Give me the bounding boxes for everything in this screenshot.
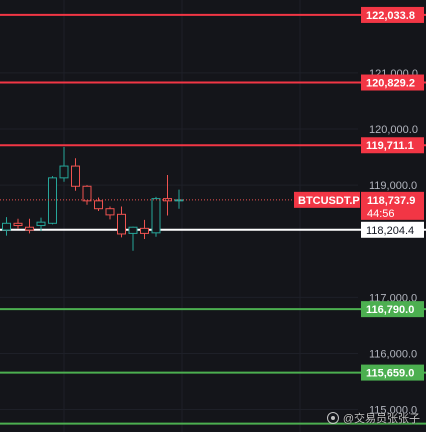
- level-label-box-support: [361, 301, 424, 318]
- price-tick-label: 120,000.0: [369, 124, 418, 136]
- countdown-label: 44:56: [367, 208, 395, 220]
- candle-body-down: [71, 165, 80, 187]
- level-label-resistance: 119,711.1: [366, 140, 414, 152]
- candle-body-down: [140, 227, 149, 234]
- price-levels: 122,033.8 120,829.2 119,711.1 118,204.4 116,…: [0, 6, 426, 425]
- level-label-support: 116,790.0: [366, 304, 414, 316]
- symbol-label-box: [294, 191, 360, 208]
- pivot-label: 118,204.4: [366, 225, 414, 237]
- candle-body-down: [117, 213, 126, 235]
- level-label-resistance: 122,033.8: [366, 10, 415, 22]
- level-label-box-support: [361, 364, 424, 381]
- candle-body-up: [36, 221, 46, 227]
- candle-body-down: [82, 185, 92, 202]
- candle-body-down: [94, 200, 103, 210]
- current-price-box: [361, 191, 424, 220]
- candle-body-down: [163, 198, 172, 202]
- candle-body-up: [59, 165, 69, 179]
- candle-body-up: [48, 177, 57, 224]
- candle-body-down: [13, 222, 23, 227]
- candle-body-down: [105, 208, 115, 216]
- candle-body-up: [128, 226, 138, 234]
- level-label-support: 115,659.0: [366, 368, 414, 380]
- candle-body-up: [174, 199, 184, 202]
- pivot-label-box: [361, 221, 424, 238]
- level-label-resistance: 120,829.2: [366, 78, 415, 90]
- symbol-label: BTCUSDT.P: [298, 195, 360, 207]
- candlesticks: [2, 146, 184, 251]
- level-label-box-resistance: [361, 74, 424, 91]
- current-price-group: BTCUSDT.P 118,737.944:56: [0, 191, 424, 220]
- price-tick-label: 115,000.0: [369, 405, 417, 417]
- candle-body-up: [151, 198, 161, 234]
- price-tick-label: 116,000.0: [369, 348, 417, 360]
- chart-grid: [0, 0, 358, 432]
- candle-body-down: [25, 226, 34, 231]
- level-label-box-resistance: [361, 137, 424, 154]
- level-label-box-resistance: [361, 6, 424, 23]
- candle-body-up: [2, 222, 11, 231]
- price-tick-label: 119,000.0: [369, 180, 417, 192]
- current-price-label: 118,737.9: [367, 195, 415, 207]
